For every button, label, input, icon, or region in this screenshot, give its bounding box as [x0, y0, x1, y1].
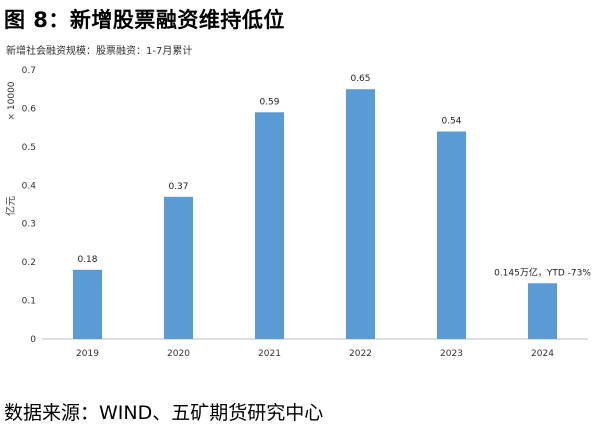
bar-2023 — [437, 131, 466, 339]
y-axis-title: 亿元 — [4, 196, 17, 216]
x-tick-label: 2021 — [258, 349, 281, 359]
bar-chart: 0 0.1 0.2 0.3 0.4 0.5 0.6 0.7 亿元 × 10000 2019 2020 2… — [4, 66, 591, 359]
chart-subtitle: 新增社会融资规模：股票融资：1-7月累计 — [6, 46, 193, 57]
data-source-note: 数据来源：WIND、五矿期货研究中心 — [4, 402, 324, 424]
y-tick-label: 0.3 — [22, 220, 36, 230]
figure-title: 图 8：新增股票融资维持低位 — [4, 8, 285, 32]
data-label-2024: 0.145万亿，YTD -73% — [494, 266, 591, 278]
y-tick-label: 0.7 — [22, 66, 36, 76]
bar-2022 — [346, 89, 375, 339]
data-label-2019: 0.18 — [77, 255, 97, 265]
data-label-2022: 0.65 — [350, 74, 370, 84]
bar-2024 — [528, 283, 557, 339]
x-tick-label: 2020 — [167, 349, 190, 359]
bar-2021 — [255, 112, 284, 340]
chart-bars: 0.18 0.37 0.59 0.65 0.54 0.145万亿，YTD -73% — [73, 74, 591, 340]
y-tick-label: 0.4 — [22, 181, 37, 191]
y-tick-label: 0.2 — [22, 258, 36, 268]
data-label-2023: 0.54 — [441, 116, 461, 126]
x-tick-label: 2024 — [531, 349, 554, 359]
x-tick-label: 2022 — [349, 349, 372, 359]
bar-2020 — [164, 196, 193, 339]
y-tick-label: 0.6 — [22, 104, 37, 114]
x-tick-label: 2023 — [440, 349, 463, 359]
data-label-2021: 0.59 — [259, 97, 279, 107]
x-tick-label: 2019 — [76, 349, 99, 359]
chart-axes: 0 0.1 0.2 0.3 0.4 0.5 0.6 0.7 亿元 × 10000 2019 2020 2… — [4, 66, 588, 359]
data-label-2020: 0.37 — [168, 182, 188, 192]
y-tick-label: 0 — [30, 335, 36, 345]
bar-2019 — [73, 269, 102, 339]
y-tick-label: 0.1 — [22, 297, 36, 307]
y-axis-scale-note: × 10000 — [7, 81, 17, 120]
y-tick-label: 0.5 — [22, 143, 36, 153]
